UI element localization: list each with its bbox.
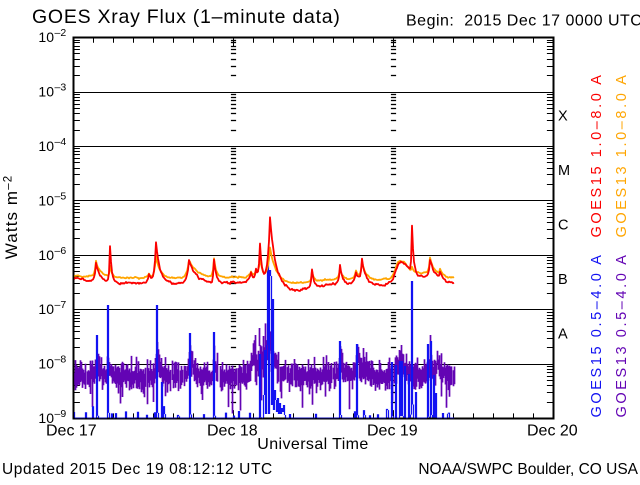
svg-text:10: 10 [38,301,54,317]
svg-text:B: B [558,272,568,288]
svg-text:C: C [558,218,568,234]
svg-text:GOES13 0.5–4.0 A: GOES13 0.5–4.0 A [614,253,630,418]
svg-text:Updated 2015 Dec 19 08:12:12 U: Updated 2015 Dec 19 08:12:12 UTC [2,461,273,478]
svg-text:–5: –5 [55,190,67,202]
svg-text:NOAA/SWPC Boulder, CO USA: NOAA/SWPC Boulder, CO USA [418,461,638,478]
svg-text:10: 10 [38,356,54,372]
svg-text:Dec 19: Dec 19 [367,423,418,440]
svg-text:10: 10 [38,84,54,100]
svg-text:–8: –8 [55,354,67,366]
svg-text:10: 10 [38,29,54,45]
svg-text:GOES Xray Flux (1–minute data): GOES Xray Flux (1–minute data) [32,6,341,28]
svg-text:Universal Time: Universal Time [257,436,368,453]
svg-text:M: M [558,163,570,179]
svg-text:A: A [558,327,568,343]
svg-text:Dec 20: Dec 20 [527,423,578,440]
svg-text:Begin: 2015 Dec 17 0000 UTC: Begin: 2015 Dec 17 0000 UTC [406,13,640,30]
svg-text:10: 10 [38,192,54,208]
svg-text:Dec 17: Dec 17 [46,423,97,440]
svg-text:GOES15 0.5–4.0 A: GOES15 0.5–4.0 A [589,253,605,418]
svg-text:Dec 18: Dec 18 [207,423,258,440]
svg-text:X: X [558,109,568,125]
svg-text:10: 10 [38,138,54,154]
svg-text:–3: –3 [55,82,67,94]
svg-text:GOES13 1.0–8.0 A: GOES13 1.0–8.0 A [614,73,630,238]
svg-text:–6: –6 [55,245,67,257]
svg-text:Watts m–2: Watts m–2 [2,175,21,259]
svg-text:–7: –7 [55,299,67,311]
svg-text:–2: –2 [55,27,67,39]
svg-text:10: 10 [38,410,54,426]
svg-text:10: 10 [38,247,54,263]
svg-text:–4: –4 [55,136,67,148]
svg-text:GOES15 1.0–8.0 A: GOES15 1.0–8.0 A [589,73,605,238]
svg-text:–9: –9 [55,408,67,420]
